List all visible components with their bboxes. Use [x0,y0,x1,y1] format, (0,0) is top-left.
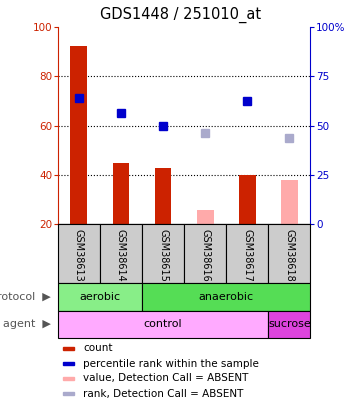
Bar [142,283,310,311]
Text: value, Detection Call = ABSENT: value, Detection Call = ABSENT [83,373,248,383]
Text: anaerobic: anaerobic [199,292,254,302]
Bar [184,224,226,283]
Bar [226,224,268,283]
Bar [70,47,87,224]
Text: percentile rank within the sample: percentile rank within the sample [83,358,259,369]
Text: control: control [144,320,182,329]
Bar [239,175,256,224]
Text: GDS1448 / 251010_at: GDS1448 / 251010_at [100,6,261,23]
Bar [113,162,129,224]
Bar [58,311,268,338]
Bar [63,392,74,395]
Bar [58,283,142,311]
Text: count: count [83,343,113,353]
Bar [63,362,74,365]
Bar [281,180,298,224]
Text: rank, Detection Call = ABSENT: rank, Detection Call = ABSENT [83,389,243,399]
Bar [268,311,310,338]
Bar [58,224,100,283]
Bar [100,224,142,283]
Text: GSM38615: GSM38615 [158,229,168,282]
Text: GSM38617: GSM38617 [242,229,252,282]
Text: GSM38616: GSM38616 [200,229,210,282]
Bar [197,209,214,224]
Bar [63,347,74,350]
Text: GSM38614: GSM38614 [116,229,126,282]
Text: GSM38618: GSM38618 [284,229,295,282]
Text: aerobic: aerobic [79,292,121,302]
Text: agent  ▶: agent ▶ [3,320,51,329]
Text: GSM38613: GSM38613 [74,229,84,282]
Text: protocol  ▶: protocol ▶ [0,292,51,302]
Bar [142,224,184,283]
Bar [268,224,310,283]
Bar [155,168,171,224]
Text: sucrose: sucrose [268,320,311,329]
Bar [63,377,74,380]
